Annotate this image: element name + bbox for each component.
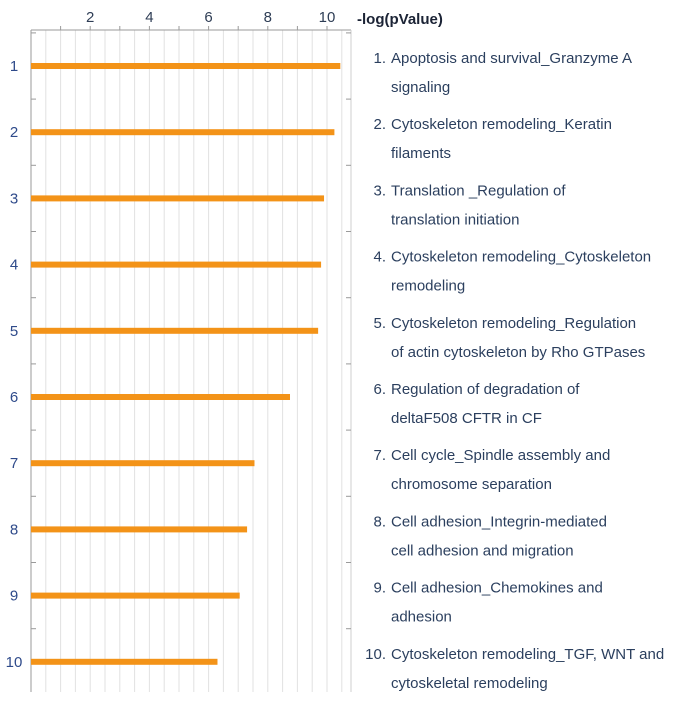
legend-item-line: Cytoskeleton remodeling_Cytoskeleton [391,249,651,266]
legend-item: 1. Apoptosis and survival_Granzyme A signa… [373,50,631,96]
legend-item-number: 8. [373,513,386,530]
bar [31,327,319,334]
category-label: 3 [10,190,18,207]
category-labels: 1 2 3 4 5 6 7 8 9 10 [6,58,23,671]
legend-item-line: Cytoskeleton remodeling_Keratin [391,116,612,133]
legend-item-line: Cytoskeleton remodeling_TGF, WNT and [391,646,664,663]
legend-item-line: Cytoskeleton remodeling_Regulation [391,315,636,332]
category-label: 4 [10,257,18,274]
bar [31,526,248,533]
legend-item-number: 5. [373,315,386,332]
legend-item-number: 4. [373,249,386,266]
bar [31,129,335,136]
legend-item-line: adhesion [391,609,452,626]
x-axis-ticks: 2 4 6 8 10 [60,9,336,30]
legend-item-line: remodeling [391,278,465,295]
category-label: 1 [10,58,18,75]
category-label: 5 [10,323,18,340]
legend-item-line: filaments [391,145,451,162]
legend-item: 9. Cell adhesion_Chemokines and adhesion [373,580,602,626]
category-label: 10 [6,654,23,671]
bar [31,658,218,665]
bar [31,195,325,202]
legend-item-number: 6. [373,381,386,398]
legend-item-line: Cell adhesion_Integrin-mediated [391,513,607,530]
legend-item-line: of actin cytoskeleton by Rho GTPases [391,344,645,361]
category-label: 7 [10,455,18,472]
legend-item-line: chromosome separation [391,476,552,493]
bar [31,261,322,268]
x-tick-label: 8 [264,9,272,26]
x-tick-label: 4 [145,9,153,26]
legend-item-line: Cell cycle_Spindle assembly and [391,447,610,464]
legend-item-line: deltaF508 CFTR in CF [391,410,542,427]
legend-item-number: 2. [373,116,386,133]
bars [31,63,341,665]
legend-item-line: signaling [391,79,450,96]
category-label: 8 [10,521,18,538]
legend-item: 4. Cytoskeleton remodeling_Cytoskeletonre… [373,249,651,295]
x-axis-title: -log(pValue) [357,11,443,28]
legend-item-line: Translation _Regulation of [391,182,566,199]
bar [31,592,240,599]
legend-item-line: cytoskeletal remodeling [391,675,548,692]
legend-item: 3. Translation _Regulation of translation … [373,182,566,228]
x-tick-label: 2 [86,9,94,26]
legend-item: 7. Cell cycle_Spindle assembly and chromos… [373,447,610,493]
bar [31,460,255,467]
legend-item-line: Regulation of degradation of [391,381,580,398]
legend-item-line: cell adhesion and migration [391,542,574,559]
category-label: 9 [10,588,18,605]
legend-item-line: Cell adhesion_Chemokines and [391,580,603,597]
legend-item: 6. Regulation of degradation of deltaF508 … [373,381,580,427]
x-tick-label: 10 [319,9,336,26]
category-label: 2 [10,124,18,141]
grid-lines [45,30,343,692]
legend-item-line: translation initiation [391,211,519,228]
legend-item: 10. Cytoskeleton remodeling_TGF, WNT and c… [365,646,664,692]
bar [31,63,341,69]
legend-item-number: 10. [365,646,386,663]
category-label: 6 [10,389,18,406]
legend-item-number: 3. [373,182,386,199]
legend-item-number: 1. [373,50,386,67]
bar [31,394,290,400]
legend-item-number: 7. [373,447,386,464]
legend-item-line: Apoptosis and survival_Granzyme A [391,50,632,67]
x-tick-label: 6 [204,9,212,26]
legend-item-number: 9. [373,580,386,597]
legend: 1. Apoptosis and survival_Granzyme A signa… [365,50,664,692]
legend-item: 2. Cytoskeleton remodeling_Keratinfilamen… [373,116,611,162]
